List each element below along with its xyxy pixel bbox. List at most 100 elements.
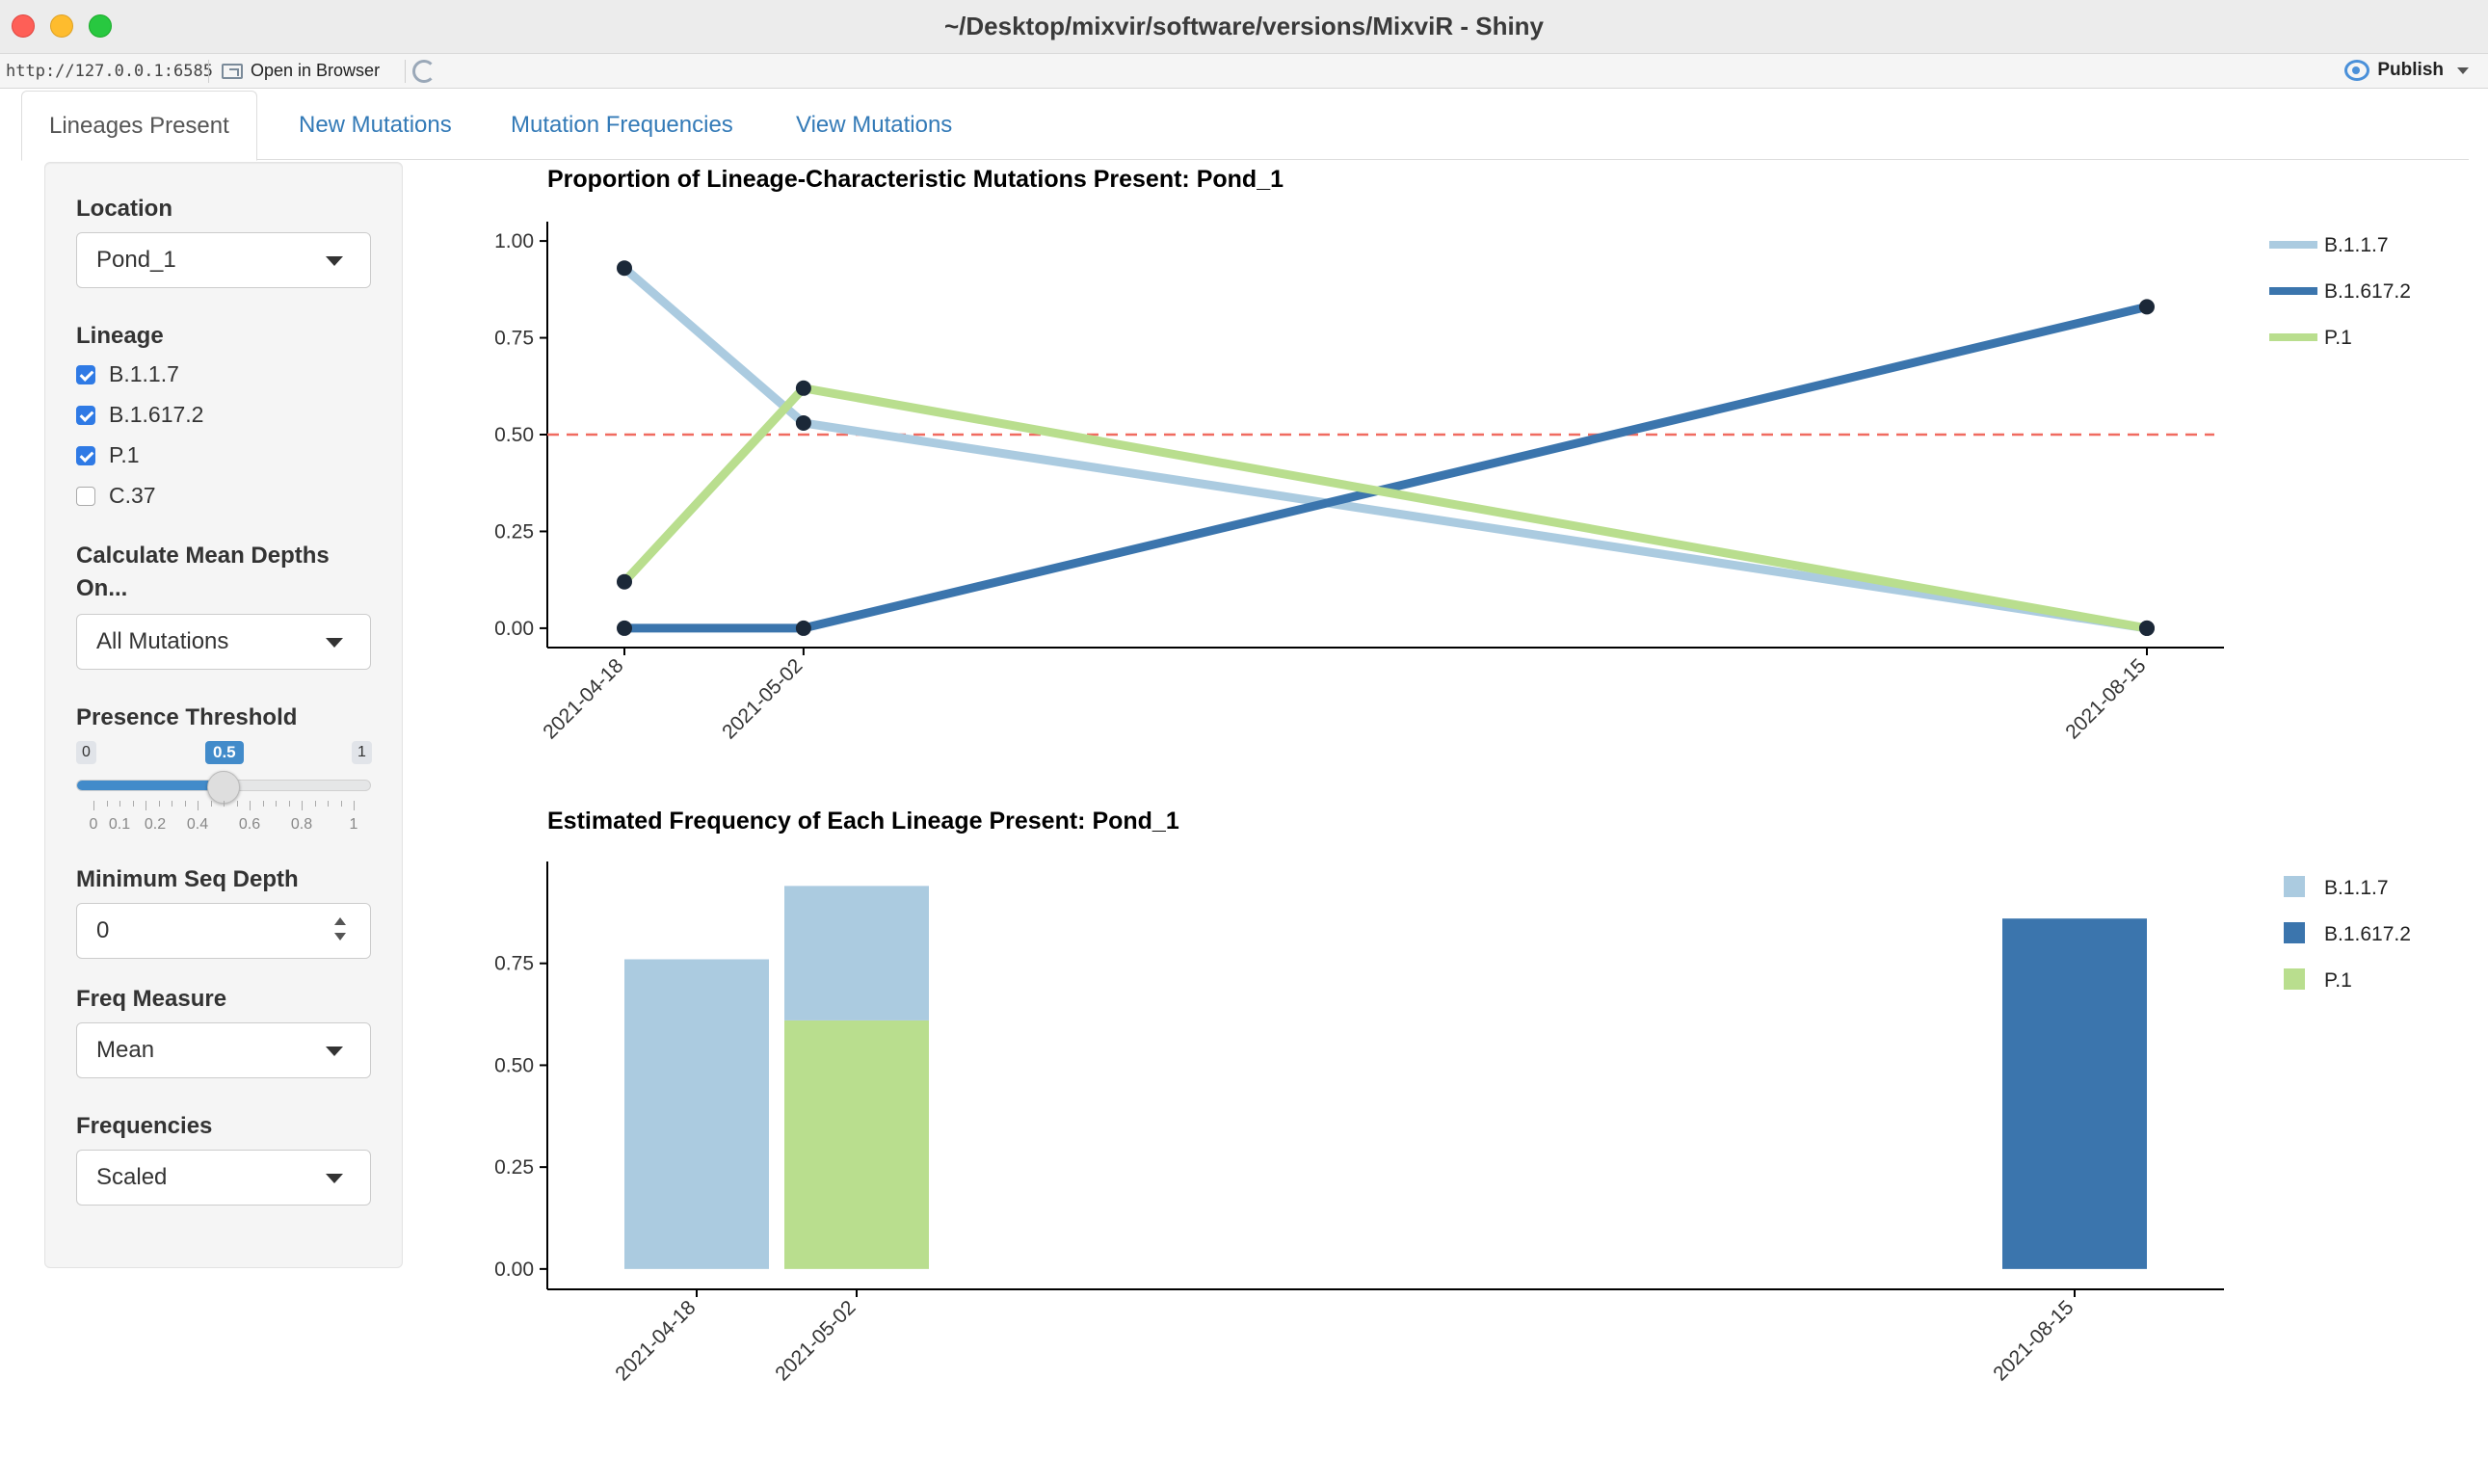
refresh-icon[interactable] [412,60,436,83]
checkbox-icon[interactable] [76,486,95,506]
slider-tick [288,801,290,807]
slider-tick [158,801,160,807]
slider-tick [198,801,199,810]
window-title: ~/Desktop/mixvir/software/versions/Mixvi… [943,12,1545,40]
slider-tick-label: 0.4 [186,816,209,833]
freq-measure-value: Mean [96,1037,155,1063]
tab-lineages-present[interactable]: Lineages Present [21,91,257,161]
data-point [2139,299,2155,315]
open-in-browser-button[interactable]: Open in Browser [222,61,380,81]
data-point [795,380,811,396]
slider-tick [250,801,251,810]
slider-tick [106,801,108,807]
depth-select[interactable]: All Mutations [76,614,371,670]
bar-chart: 0.00 0.25 0.50 0.75 2021-04-18 2021-05-02 2021… [494,861,2411,1385]
min-depth-value: 0 [96,917,110,943]
depth-select-value: All Mutations [96,628,229,654]
close-window-button[interactable] [12,14,35,38]
tab-mutation-frequencies[interactable]: Mutation Frequencies [511,112,733,138]
min-depth-input[interactable]: 0 [76,903,371,959]
publish-button[interactable]: Publish [2344,60,2469,81]
depth-label: Calculate Mean Depths [76,543,330,569]
url-display[interactable]: http://127.0.0.1:6585 [6,62,213,81]
lineage-checkbox-label: C.37 [109,483,156,508]
data-point [617,620,632,636]
zoom-window-button[interactable] [89,14,112,38]
window-titlebar: ~/Desktop/mixvir/software/versions/Mixvi… [0,0,2488,54]
bar-segment-b16172 [2002,918,2147,1269]
slider-tick-label: 0.1 [108,816,131,833]
min-depth-label: Minimum Seq Depth [76,866,299,892]
legend-label: B.1.617.2 [2324,923,2411,945]
lineage-checkbox-label: P.1 [109,442,140,467]
threshold-label: Presence Threshold [76,704,298,730]
stepper-icon[interactable] [333,915,347,944]
toolbar-divider [208,60,209,83]
y-tick-label: 0.00 [494,1259,534,1281]
data-point [795,620,811,636]
minimize-window-button[interactable] [50,14,73,38]
slider-tick [210,801,212,807]
lineage-checkbox-c37[interactable]: C.37 [76,483,156,509]
data-point [2139,620,2155,636]
y-tick-label: 0.25 [494,1156,534,1179]
tab-new-mutations[interactable]: New Mutations [299,112,452,138]
publish-icon [2344,60,2370,81]
line-chart: 0.00 0.25 0.50 0.75 1.00 2021-04-18 2021-05-02… [494,222,2411,743]
bar-segment-b117 [784,886,929,1020]
y-tick-label: 1.00 [494,230,534,252]
freq-measure-select[interactable]: Mean [76,1022,371,1078]
data-point [795,414,811,431]
line-chart-title: Proportion of Lineage-Characteristic Mut… [547,166,1284,193]
slider-tick [340,801,342,807]
bar-segment-p1 [784,1020,929,1269]
sidebar-panel: Location Pond_1 Lineage B.1.1.7 B.1.617.… [44,162,403,1268]
data-point [617,573,632,590]
x-tick-label: 2021-05-02 [718,654,807,743]
lineage-checkbox-b117[interactable]: B.1.1.7 [76,361,179,387]
checkbox-icon[interactable] [76,364,95,384]
checkbox-icon[interactable] [76,405,95,425]
lineage-checkbox-label: B.1.1.7 [109,361,179,386]
slider-tick [302,801,303,810]
lineage-checkbox-p1[interactable]: P.1 [76,442,140,468]
toolbar-divider [405,60,406,83]
frequencies-select[interactable]: Scaled [76,1150,371,1206]
y-tick-label: 0.25 [494,520,534,543]
tab-view-mutations[interactable]: View Mutations [796,112,953,138]
lineage-label: Lineage [76,323,164,349]
slider-tick [328,801,329,807]
legend-label: P.1 [2324,327,2352,349]
slider-tick-label: 0.2 [144,816,167,833]
lineage-checkbox-b16172[interactable]: B.1.617.2 [76,402,203,428]
slider-min-label: 0 [76,741,96,764]
open-in-browser-label: Open in Browser [251,61,381,80]
slider-fill [77,781,225,790]
bar-chart-title: Estimated Frequency of Each Lineage Pres… [547,808,1179,835]
open-external-icon [222,63,243,79]
legend-swatch [2284,876,2305,897]
bar-segment-b117 [624,959,769,1269]
depth-label-cont: On... [76,575,128,601]
checkbox-icon[interactable] [76,445,95,465]
series-line-b16172 [624,303,2149,633]
frequencies-value: Scaled [96,1164,168,1190]
chevron-down-icon [2457,66,2469,74]
slider-value-label: 0.5 [205,741,244,764]
dropdown-caret-icon [326,1174,343,1183]
slider-tick [132,801,134,807]
threshold-slider[interactable]: 0 0.5 1 0 0.1 0.2 0.4 0.6 0.8 1 [76,741,375,857]
slider-tick [276,801,277,807]
legend-swatch [2284,968,2305,990]
series-line-b117 [622,264,2148,633]
legend-label: B.1.1.7 [2324,877,2389,899]
slider-tick-label: 0.8 [290,816,313,833]
location-select[interactable]: Pond_1 [76,232,371,288]
slider-handle[interactable] [207,771,240,804]
slider-tick [262,801,264,807]
slider-tick [184,801,186,807]
x-tick-label: 2021-04-18 [611,1296,700,1385]
x-tick-label: 2021-08-15 [1989,1296,2078,1385]
viewer-toolbar: http://127.0.0.1:6585 Open in Browser Pu… [0,54,2488,89]
frequencies-label: Frequencies [76,1113,213,1139]
